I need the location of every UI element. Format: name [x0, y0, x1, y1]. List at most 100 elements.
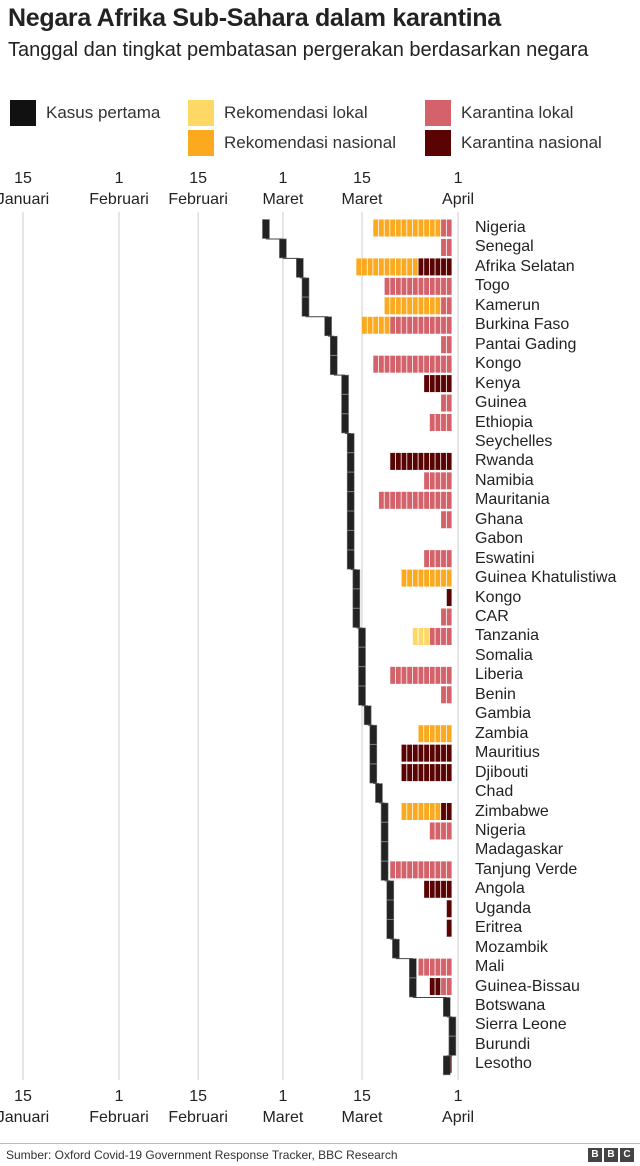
country-label: Ghana: [475, 510, 524, 528]
restriction-day-cell: [435, 297, 441, 315]
footer-divider: [0, 1143, 640, 1144]
tick-day: 1: [453, 1088, 463, 1105]
restriction-day-cell: [407, 297, 413, 315]
restriction-day-cell: [429, 744, 435, 762]
restriction-day-cell: [407, 569, 413, 587]
restriction-day-cell: [401, 219, 407, 237]
restriction-day-cell: [424, 744, 429, 762]
restriction-day-cell: [362, 316, 367, 334]
legend-label: Rekomendasi lokal: [224, 103, 368, 122]
first-case-marker: [386, 880, 395, 901]
first-case-marker: [442, 997, 451, 1017]
restriction-day-cell: [395, 297, 401, 315]
restriction-day-cell: [429, 472, 435, 490]
tick-month: Januari: [0, 191, 50, 208]
restriction-day-cell: [390, 666, 396, 684]
restriction-day-cell: [424, 861, 429, 879]
restriction-day-cell: [424, 258, 429, 276]
country-label: Uganda: [475, 899, 532, 917]
restriction-day-cell: [446, 608, 452, 626]
legend-item-rekomendasi-nasional: Rekomendasi nasional: [188, 130, 396, 156]
legend-item-karantina-nasional: Karantina nasional: [425, 130, 602, 156]
restriction-day-cell: [424, 316, 429, 334]
restriction-day-cell: [435, 822, 441, 840]
country-label: Sierra Leone: [475, 1016, 567, 1034]
restriction-day-cell: [435, 472, 441, 490]
restriction-day-cell: [384, 258, 390, 276]
restriction-day-cell: [441, 491, 446, 509]
restriction-day-cell: [401, 861, 407, 879]
restriction-day-cell: [446, 472, 452, 490]
restriction-day-cell: [418, 958, 424, 976]
top-tick-label: 15 Februari: [158, 168, 238, 210]
country-label: Eritrea: [475, 919, 523, 937]
restriction-day-cell: [441, 414, 446, 431]
restriction-day-cell: [412, 258, 418, 276]
restriction-day-cell: [435, 803, 441, 820]
restriction-day-cell: [395, 258, 401, 276]
restriction-day-cell: [384, 355, 390, 373]
legend-swatch-kasus-pertama: [10, 100, 36, 126]
first-case-marker: [409, 958, 417, 978]
restriction-day-cell: [446, 589, 452, 607]
restriction-day-cell: [429, 666, 435, 684]
country-label: Lesotho: [475, 1055, 532, 1073]
restriction-day-cell: [441, 958, 446, 976]
restriction-day-cell: [435, 725, 441, 743]
legend-swatch-karantina-lokal: [425, 100, 451, 126]
restriction-day-cell: [424, 355, 429, 373]
restriction-day-cell: [435, 355, 441, 373]
restriction-day-cell: [424, 880, 429, 898]
restriction-day-cell: [384, 277, 390, 295]
restriction-day-cell: [446, 666, 452, 684]
restriction-day-cell: [446, 550, 452, 568]
country-label: Kenya: [475, 374, 521, 392]
country-label: Zambia: [475, 724, 529, 742]
restriction-day-cell: [401, 666, 407, 684]
restriction-day-cell: [446, 355, 452, 373]
bottom-tick-label: 15 Maret: [322, 1086, 402, 1128]
tick-month: Februari: [168, 1109, 228, 1126]
restriction-day-cell: [418, 297, 424, 315]
restriction-day-cell: [424, 491, 429, 509]
bbc-logo: B B C: [588, 1148, 634, 1162]
restriction-day-cell: [373, 258, 379, 276]
restriction-day-cell: [446, 803, 452, 820]
restriction-day-cell: [441, 627, 446, 645]
restriction-day-cell: [390, 219, 396, 237]
restriction-day-cell: [378, 491, 384, 509]
restriction-day-cell: [424, 277, 429, 295]
country-label: Guinea Khatulistiwa: [475, 569, 617, 587]
legend-swatch-rekomendasi-nasional: [188, 130, 214, 156]
restriction-day-cell: [418, 744, 424, 762]
country-label: Madagaskar: [475, 841, 564, 859]
restriction-day-cell: [446, 978, 452, 996]
restriction-day-cell: [424, 725, 429, 743]
restriction-day-cell: [446, 725, 452, 743]
first-case-marker: [352, 608, 361, 628]
restriction-day-cell: [395, 355, 401, 373]
restriction-day-cell: [429, 978, 435, 996]
restriction-day-cell: [390, 277, 396, 295]
restriction-day-cell: [356, 258, 362, 276]
first-case-marker: [352, 588, 361, 609]
restriction-day-cell: [441, 375, 446, 393]
chart-subtitle: Tanggal dan tingkat pembatasan pergeraka…: [8, 39, 589, 61]
legend-label: Kasus pertama: [46, 103, 161, 122]
first-case-marker: [380, 802, 389, 823]
restriction-day-cell: [446, 277, 452, 295]
restriction-day-cell: [407, 666, 413, 684]
restriction-day-cell: [435, 627, 441, 645]
restriction-day-cell: [407, 452, 413, 470]
tick-month: April: [442, 1109, 475, 1126]
tick-month: Januari: [0, 1109, 50, 1126]
legend-label: Rekomendasi nasional: [224, 133, 396, 152]
country-label: Guinea: [475, 394, 527, 412]
restriction-day-cell: [418, 316, 424, 334]
restriction-day-cell: [441, 355, 446, 373]
restriction-day-cell: [412, 491, 418, 509]
tick-month: Maret: [341, 1109, 383, 1126]
restriction-day-cell: [446, 880, 452, 898]
restriction-day-cell: [446, 919, 452, 937]
restriction-day-cell: [390, 355, 396, 373]
